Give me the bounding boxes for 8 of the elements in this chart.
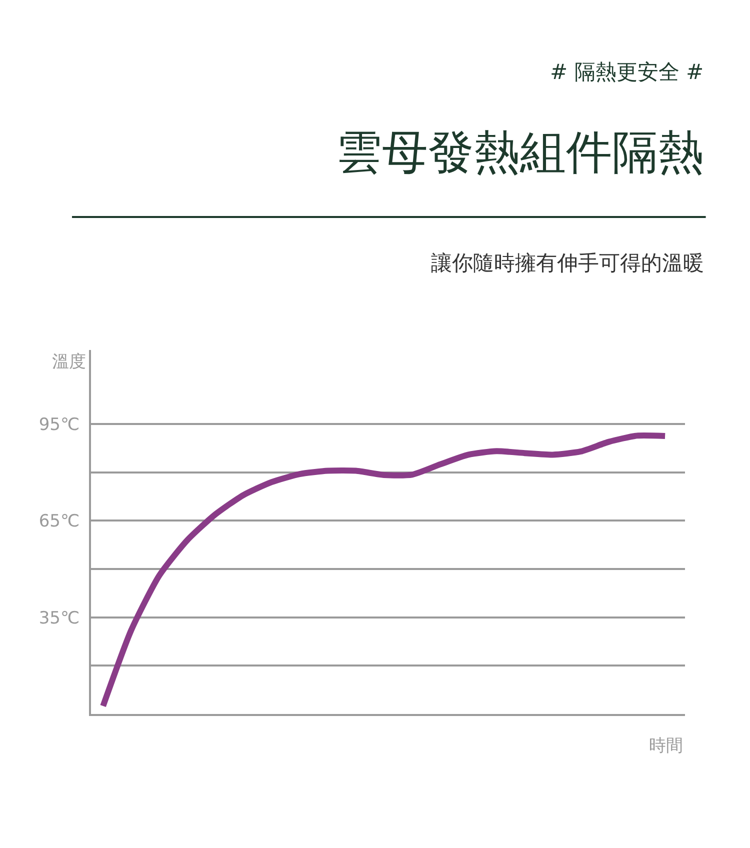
y-tick-label: 35℃ (38, 608, 80, 628)
chart-title: 雲母發熱組件隔熱 (336, 125, 704, 179)
y-axis-title: 溫度 (52, 352, 86, 372)
y-tick-label: 95℃ (38, 415, 80, 436)
chart-subtitle: 讓你隨時擁有伸手可得的溫暖 (431, 251, 704, 275)
text: # 隔熱更安全 # (550, 60, 704, 84)
y-tick-label: 65℃ (38, 512, 80, 532)
x-axis-title: 時間 (649, 736, 683, 756)
